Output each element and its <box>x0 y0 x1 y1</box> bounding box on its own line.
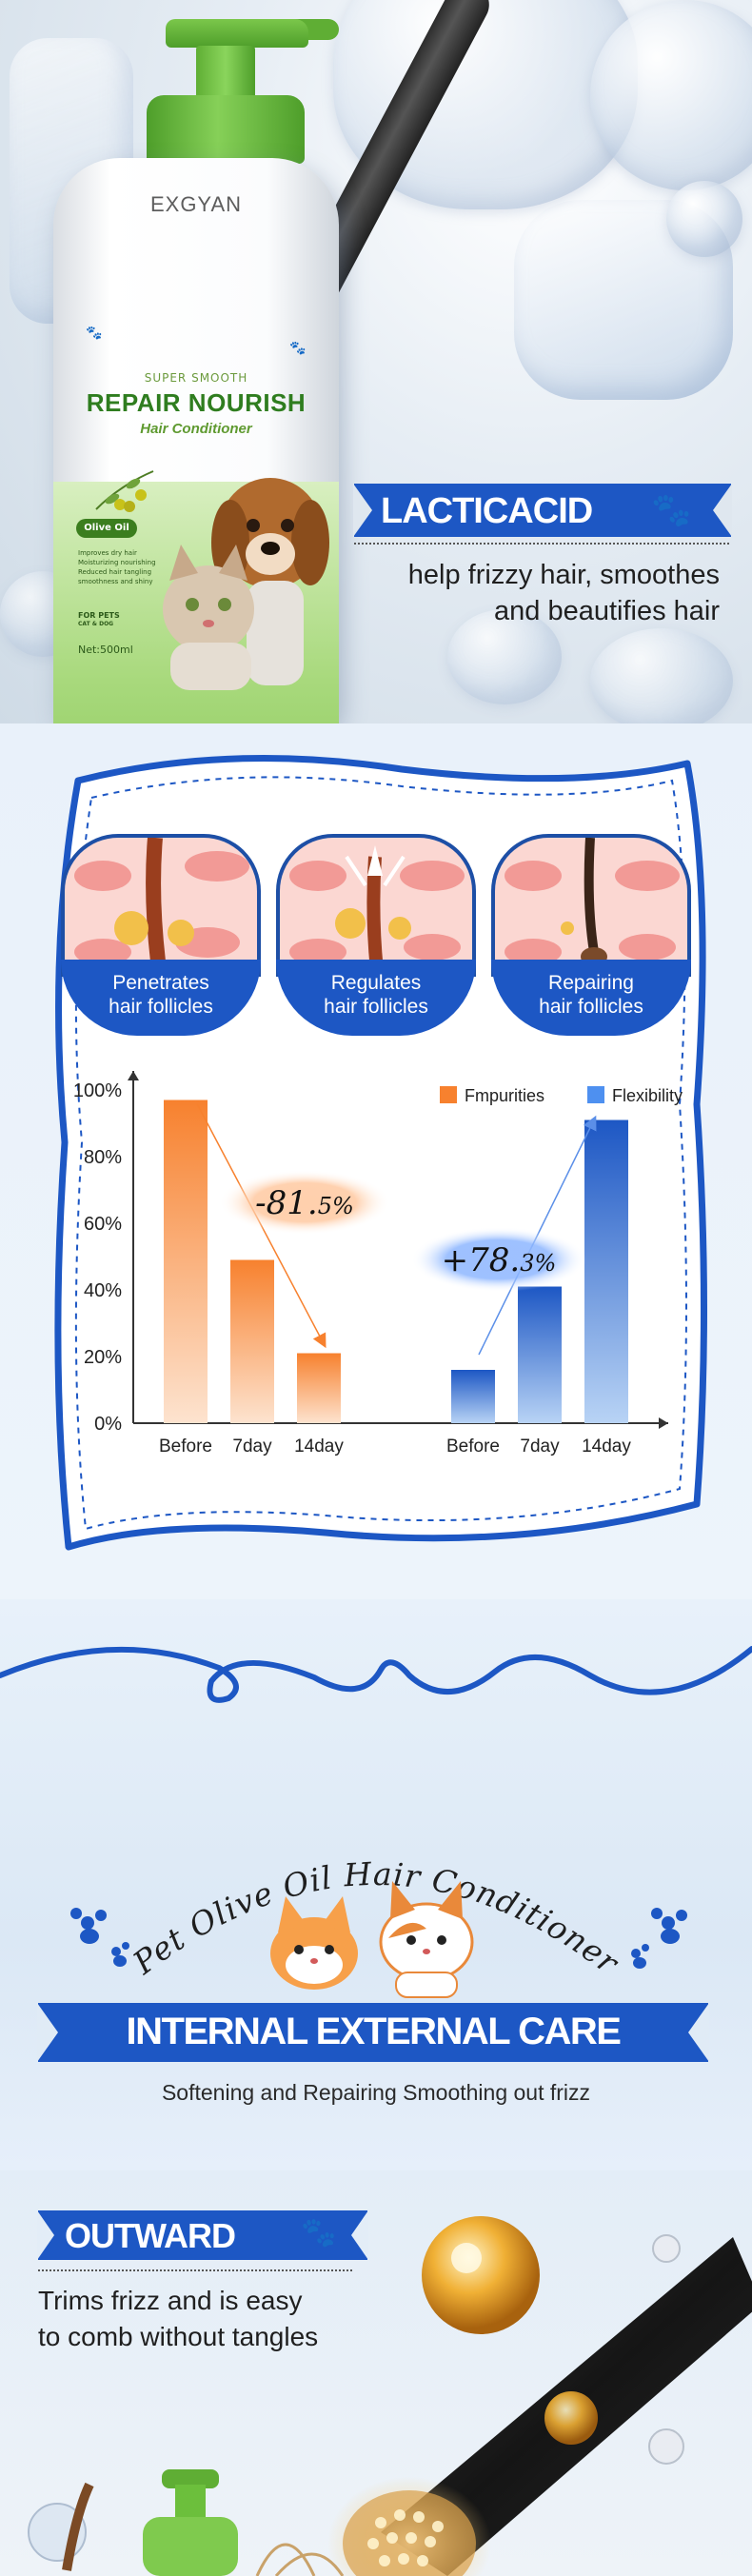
product-tagline: SUPER SMOOTH <box>144 371 248 385</box>
wave-divider <box>0 1646 752 1703</box>
banner-title: LACTICACID <box>381 491 593 531</box>
cat-mascot-icon <box>270 1896 358 1990</box>
banner-title: OUTWARD <box>65 2216 236 2255</box>
x-tick-label: 14day <box>294 1437 344 1456</box>
chart-axes <box>128 1071 668 1429</box>
x-tick-label: 7day <box>232 1437 272 1456</box>
bar-fmpurities-14day <box>297 1353 341 1423</box>
hair-strand-illustration <box>28 2216 752 2576</box>
y-tick-label: 100% <box>73 1080 122 1101</box>
follicle-circle-penetrates: Penetrates hair follicles <box>61 834 261 1036</box>
follicle-circle-repairing: Repairing hair follicles <box>491 834 691 1036</box>
bar-flexibility-7day <box>518 1286 562 1423</box>
brand-name: EXGYAN <box>149 192 243 216</box>
paw-icon: 🐾 <box>301 2217 337 2249</box>
olive-branch-icon <box>95 470 154 512</box>
x-tick-label: Before <box>159 1437 212 1456</box>
cat-and-dog-illustration <box>163 478 329 690</box>
y-axis-ticks: 100% 80% 60% 40% 20% 0% <box>73 1080 122 1435</box>
x-tick-label: 14day <box>582 1437 631 1456</box>
svg-text:Pet Olive Oil Hair Conditioner: Pet Olive Oil Hair Conditioner <box>126 1855 627 1982</box>
feature-list: Improves dry hair Moisturizing nourishin… <box>78 549 156 585</box>
change-pill-background <box>219 1170 390 1235</box>
paw-icon: 🐾 <box>86 326 103 341</box>
benefits-card-section: Penetrates hair follicles <box>0 723 752 1599</box>
outward-description: Trims frizz and is easy to comb without … <box>38 2286 319 2351</box>
outward-banner: OUTWARD 🐾 <box>37 2210 368 2260</box>
y-tick-label: 20% <box>84 1347 122 1368</box>
arc-title-graphic: Pet Olive Oil Hair Conditioner <box>70 1855 687 1998</box>
x-tick-label: Before <box>446 1437 500 1456</box>
outward-section: OUTWARD 🐾 Trims frizz and is easy to com… <box>0 2170 752 2576</box>
legend-label: Flexibility <box>612 1086 683 1105</box>
change-labels: -81.5% +78.3% <box>219 1170 586 1292</box>
bar-fmpurities-7day <box>230 1259 274 1423</box>
bars <box>164 1100 628 1423</box>
bar-flexibility-14day <box>584 1120 628 1423</box>
circle-label: Regulates hair follicles <box>276 960 476 1036</box>
paw-icon <box>70 1908 129 1967</box>
paw-icon: 🐾 <box>651 492 692 528</box>
y-tick-label: 80% <box>84 1147 122 1168</box>
background-bubble <box>666 181 742 257</box>
background-bubble <box>447 609 562 704</box>
y-tick-label: 60% <box>84 1214 122 1235</box>
background-bubble <box>590 0 752 190</box>
change-label-impurities: -81.5% <box>255 1184 354 1222</box>
banner-title: INTERNAL EXTERNAL CARE <box>126 2011 622 2052</box>
y-tick-label: 40% <box>84 1280 122 1301</box>
lacticacid-banner: LACTICACID 🐾 <box>353 484 732 537</box>
divider <box>38 2269 352 2271</box>
y-tick-label: 0% <box>94 1414 122 1435</box>
hero-section: EXGYAN 🐾 🐾 SUPER SMOOTH REPAIR NOURISH H… <box>0 0 752 723</box>
x-axis-arrow <box>659 1417 668 1429</box>
care-section: Pet Olive Oil Hair Conditioner <box>0 1599 752 2170</box>
product-subtitle: Hair Conditioner <box>140 421 252 437</box>
divider <box>354 543 729 545</box>
circle-label: Repairing hair follicles <box>491 960 691 1036</box>
cat-mascot-icon <box>379 1881 474 1998</box>
circle-label: Penetrates hair follicles <box>61 960 261 1036</box>
internal-external-care-banner: INTERNAL EXTERNAL CARE <box>37 2003 709 2062</box>
paw-icon <box>631 1908 687 1969</box>
care-subtitle: Softening and Repairing Smoothing out fr… <box>161 2080 591 2105</box>
benefits-card: Penetrates hair follicles <box>40 743 714 1559</box>
legend-swatch <box>587 1086 604 1103</box>
bar-chart: 100%80%60%40%20%0% Before 7day 14day Before… <box>73 1071 683 1456</box>
background-bubble <box>590 628 733 723</box>
arc-title: Pet Olive Oil Hair Conditioner <box>126 1855 626 1982</box>
x-axis-labels: Before 7day 14day Before 7day 14day <box>159 1437 631 1456</box>
for-pets-label: FOR PETS CAT & DOG <box>78 611 120 627</box>
product-bottle: EXGYAN 🐾 🐾 SUPER SMOOTH REPAIR NOURISH H… <box>53 19 339 723</box>
product-name: REPAIR NOURISH <box>86 388 307 417</box>
net-volume: Net:500ml <box>78 644 133 656</box>
y-axis-arrow <box>128 1071 139 1080</box>
legend-label: Fmpurities <box>465 1086 544 1105</box>
follicle-circle-regulates: Regulates hair follicles <box>276 834 476 1036</box>
change-pill-background <box>411 1227 586 1292</box>
x-tick-label: 7day <box>520 1437 560 1456</box>
bar-flexibility-before <box>451 1370 495 1423</box>
legend-swatch <box>440 1086 457 1103</box>
paw-icon: 🐾 <box>289 341 307 356</box>
hero-description: help frizzy hair, smoothes and beautifie… <box>407 560 720 626</box>
change-label-flexibility: +78.3% <box>442 1241 557 1279</box>
chart-legend: Fmpurities Flexibility <box>440 1086 683 1105</box>
olive-oil-badge: Olive Oil <box>76 519 137 538</box>
bar-fmpurities-before <box>164 1100 208 1423</box>
